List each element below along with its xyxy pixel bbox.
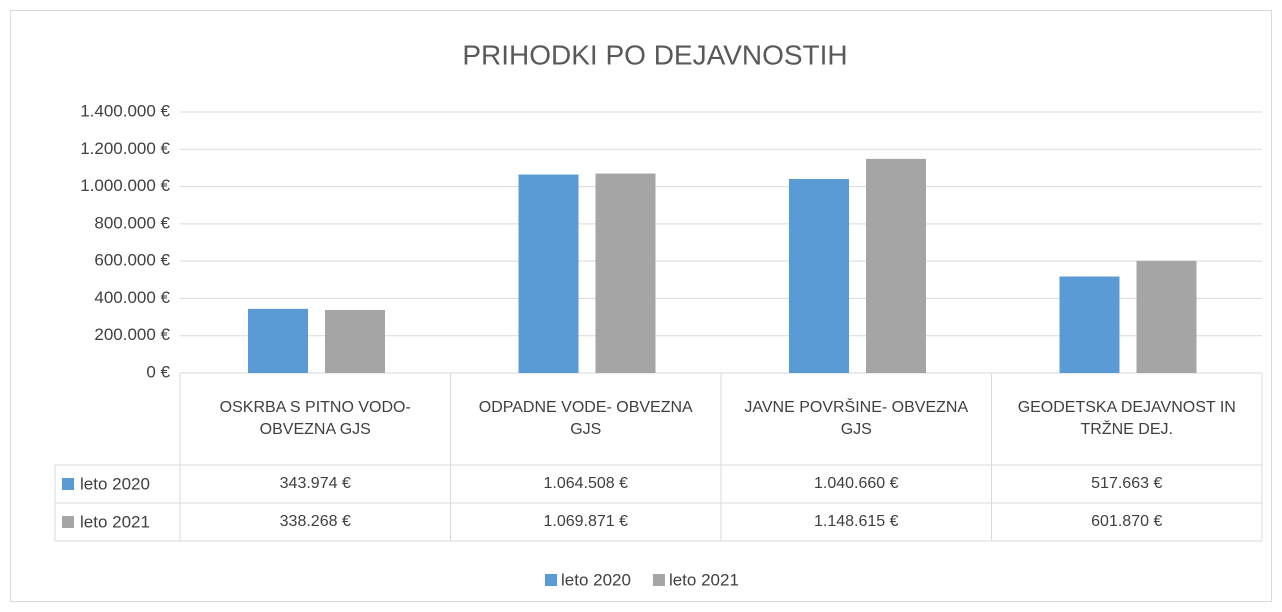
- data-table-value: 1.069.871 €: [543, 513, 629, 530]
- y-tick-label: 400.000 €: [94, 288, 170, 307]
- legend-key: [62, 516, 74, 528]
- y-tick-label: 600.000 €: [94, 251, 170, 270]
- y-tick-label: 200.000 €: [94, 325, 170, 344]
- table-series-name: leto 2021: [80, 512, 150, 531]
- category-label: OSKRBA S PITNO VODO- OBVEZNA GJS: [219, 399, 411, 438]
- legend-label: leto 2020: [561, 570, 631, 589]
- legend-key: [545, 574, 557, 586]
- y-tick-label: 1.000.000 €: [80, 176, 170, 195]
- bar: [789, 178, 849, 373]
- bar: [1059, 276, 1120, 373]
- data-table-value: 517.663 €: [1091, 475, 1163, 492]
- y-tick-label: 1.400.000 €: [80, 101, 170, 120]
- table-series-name: leto 2020: [80, 474, 150, 493]
- bar: [518, 174, 579, 373]
- y-tick-label: 0 €: [146, 362, 170, 381]
- data-table-value: 601.870 €: [1091, 513, 1163, 530]
- legend-key: [652, 574, 665, 586]
- bar: [595, 173, 656, 373]
- chart-title: PRIHODKI PO DEJAVNOSTIH: [462, 39, 847, 70]
- data-table-value: 1.040.660 €: [813, 475, 899, 492]
- bar: [1136, 260, 1197, 373]
- data-table-value: 1.148.615 €: [813, 513, 899, 530]
- bar: [248, 308, 308, 373]
- bar: [866, 158, 926, 373]
- data-table-value: 338.268 €: [279, 513, 351, 530]
- data-table-value: 1.064.508 €: [543, 475, 629, 492]
- category-label: ODPADNE VODE- OBVEZNA GJS: [478, 399, 693, 438]
- category-label: GEODETSKA DEJAVNOST IN TRŽNE DEJ.: [1017, 399, 1236, 438]
- legend-label: leto 2021: [669, 570, 739, 589]
- bar: [325, 309, 385, 373]
- data-table-value: 343.974 €: [279, 475, 351, 492]
- y-tick-label: 1.200.000 €: [80, 139, 170, 158]
- category-label: JAVNE POVRŠINE- OBVEZNA GJS: [744, 399, 969, 438]
- legend-key: [62, 478, 74, 490]
- y-tick-label: 800.000 €: [94, 213, 170, 232]
